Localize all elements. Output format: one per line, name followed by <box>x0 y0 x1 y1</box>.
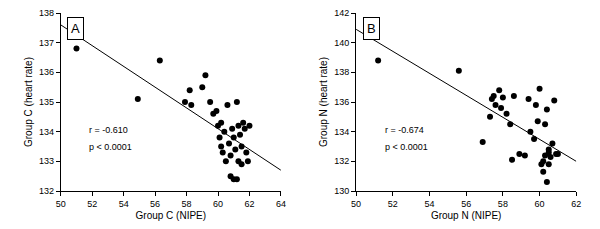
svg-text:52: 52 <box>388 199 398 209</box>
svg-text:Group C (NIPE): Group C (NIPE) <box>136 210 207 221</box>
svg-text:62: 62 <box>571 199 581 209</box>
svg-text:62: 62 <box>244 199 254 209</box>
svg-text:60: 60 <box>213 199 223 209</box>
svg-text:r = -0.674: r = -0.674 <box>385 125 424 135</box>
svg-text:135: 135 <box>39 97 54 107</box>
svg-text:58: 58 <box>182 199 192 209</box>
svg-text:134: 134 <box>39 127 54 137</box>
svg-text:64: 64 <box>276 199 286 209</box>
svg-text:136: 136 <box>39 67 54 77</box>
svg-text:54: 54 <box>119 199 129 209</box>
svg-text:56: 56 <box>150 199 160 209</box>
svg-text:50: 50 <box>56 199 66 209</box>
svg-text:130: 130 <box>334 186 349 196</box>
svg-text:54: 54 <box>424 199 434 209</box>
svg-text:140: 140 <box>334 38 349 48</box>
svg-text:Group N (NIPE): Group N (NIPE) <box>431 210 502 221</box>
svg-text:137: 137 <box>39 38 54 48</box>
svg-text:B: B <box>367 21 376 36</box>
svg-text:132: 132 <box>334 156 349 166</box>
svg-text:138: 138 <box>334 67 349 77</box>
svg-text:132: 132 <box>39 186 54 196</box>
svg-text:134: 134 <box>334 127 349 137</box>
svg-text:Group N (heart rate): Group N (heart rate) <box>318 57 329 147</box>
svg-text:50: 50 <box>351 199 361 209</box>
svg-text:60: 60 <box>535 199 545 209</box>
svg-text:Group C (heart rate): Group C (heart rate) <box>23 57 34 147</box>
svg-text:58: 58 <box>498 199 508 209</box>
svg-text:138: 138 <box>39 8 54 18</box>
svg-text:r = -0.610: r = -0.610 <box>89 125 128 135</box>
svg-text:133: 133 <box>39 156 54 166</box>
svg-text:142: 142 <box>334 8 349 18</box>
svg-text:p < 0.0001: p < 0.0001 <box>385 142 428 152</box>
svg-text:52: 52 <box>87 199 97 209</box>
svg-text:A: A <box>71 21 80 36</box>
svg-text:p < 0.0001: p < 0.0001 <box>89 142 132 152</box>
svg-text:56: 56 <box>461 199 471 209</box>
svg-text:136: 136 <box>334 97 349 107</box>
